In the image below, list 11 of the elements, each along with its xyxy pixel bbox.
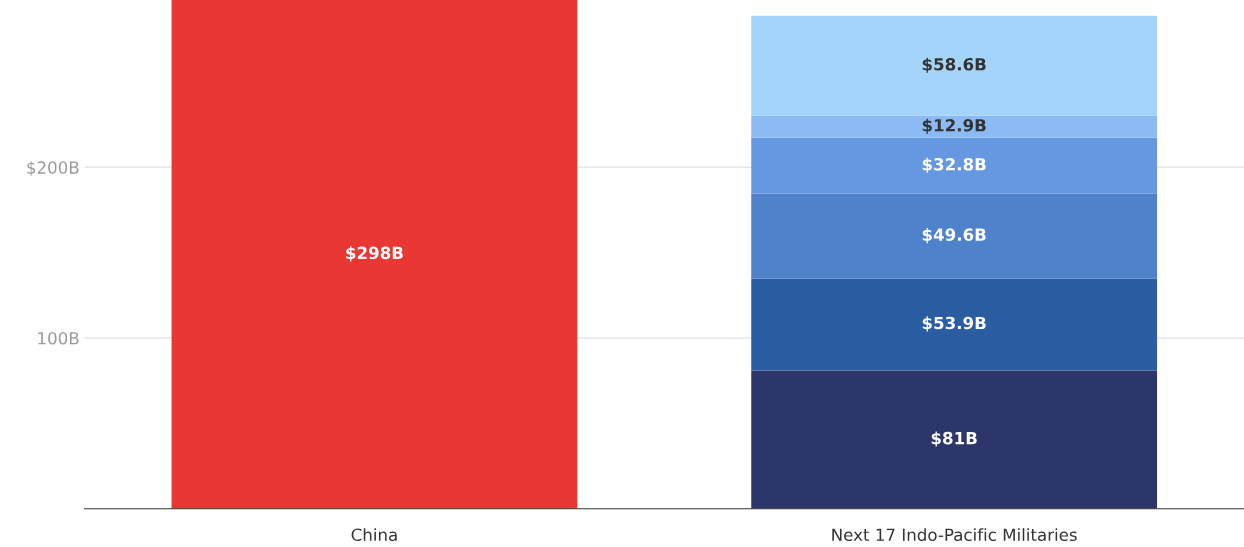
data-label: $298B: [346, 246, 403, 262]
data-label: $53.9B: [922, 316, 986, 332]
y-tick-label: 100B: [38, 331, 79, 345]
y-tick-label: $200B: [27, 160, 79, 177]
data-label: $12.9B: [922, 118, 986, 134]
data-label: $58.6B: [922, 57, 986, 73]
data-label: $81B: [931, 431, 977, 447]
data-label: $49.6B: [922, 228, 986, 244]
x-tick-label: China: [351, 528, 397, 542]
data-label: $32.8B: [922, 157, 986, 173]
x-tick-label: Next 17 Indo-Pacific Militaries: [832, 528, 1077, 542]
